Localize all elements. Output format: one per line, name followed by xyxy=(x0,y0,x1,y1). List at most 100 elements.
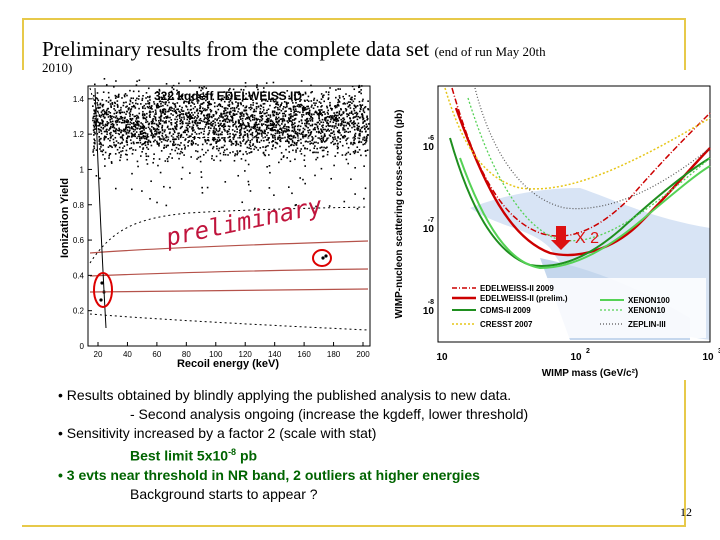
scatter-point xyxy=(302,109,304,112)
scatter-point xyxy=(304,165,306,167)
scatter-point xyxy=(157,164,159,167)
scatter-point xyxy=(116,121,119,123)
scatter-point xyxy=(316,125,319,128)
scatter-point xyxy=(201,192,204,194)
scatter-point xyxy=(102,144,104,147)
scatter-point xyxy=(233,136,235,138)
scatter-point xyxy=(93,112,95,115)
scatter-point xyxy=(98,123,101,126)
scatter-point xyxy=(176,120,178,123)
scatter-point xyxy=(215,112,218,115)
scatter-point xyxy=(249,145,252,148)
scatter-point xyxy=(109,139,111,142)
scatter-point xyxy=(243,138,245,141)
scatter-point xyxy=(354,166,356,169)
scatter-point xyxy=(251,134,254,137)
scatter-point xyxy=(204,139,206,141)
scatter-point xyxy=(244,125,247,127)
scatter-point xyxy=(252,127,255,130)
scatter-point xyxy=(124,93,127,95)
scatter-point xyxy=(135,131,138,133)
scatter-point xyxy=(139,132,142,134)
scatter-point xyxy=(298,120,301,123)
scatter-point xyxy=(219,104,222,106)
scatter-point xyxy=(100,143,103,146)
scatter-point xyxy=(308,129,311,131)
scatter-point xyxy=(161,129,164,132)
frame-line-top xyxy=(22,18,686,20)
scatter-point xyxy=(208,103,210,105)
scatter-point xyxy=(204,139,207,142)
scatter-point xyxy=(299,100,301,102)
scatter-point xyxy=(272,97,274,100)
scatter-point xyxy=(224,181,227,183)
scatter-point xyxy=(174,126,177,129)
scatter-point xyxy=(294,99,297,102)
scatter-point xyxy=(266,109,268,112)
scatter-point xyxy=(199,104,201,107)
scatter-point xyxy=(350,119,352,122)
scatter-point xyxy=(262,109,265,111)
scatter-point xyxy=(210,110,212,113)
scatter-point xyxy=(271,128,273,131)
scatter-point xyxy=(97,99,100,102)
scatter-point xyxy=(195,150,197,152)
scatter-point xyxy=(358,100,361,103)
scatter-point xyxy=(267,120,270,123)
scatter-point xyxy=(327,109,329,112)
scatter-point xyxy=(156,143,159,145)
scatter-point xyxy=(316,156,319,159)
scatter-point xyxy=(234,153,237,155)
scatter-point xyxy=(271,148,273,150)
scatter-point xyxy=(245,105,248,108)
scatter-point xyxy=(263,129,266,132)
scatter-point xyxy=(194,119,197,122)
scatter-point xyxy=(109,134,112,136)
scatter-point xyxy=(116,117,119,120)
scatter-point xyxy=(250,128,252,131)
scatter-point xyxy=(366,115,368,118)
scatter-point xyxy=(144,107,146,110)
scatter-point xyxy=(314,128,316,131)
scatter-point xyxy=(122,147,124,149)
scatter-point xyxy=(95,97,98,99)
scatter-point xyxy=(329,104,331,107)
scatter-point xyxy=(107,146,110,148)
scatter-point xyxy=(190,115,193,117)
scatter-point xyxy=(181,116,183,119)
scatter-point xyxy=(222,126,225,129)
scatter-point xyxy=(160,119,162,122)
scatter-point xyxy=(132,105,135,108)
scatter-point xyxy=(278,93,281,96)
scatter-point xyxy=(128,103,131,105)
scatter-point xyxy=(248,143,251,146)
scatter-point xyxy=(264,130,266,132)
scatter-point xyxy=(152,161,154,164)
scatter-point xyxy=(173,130,176,132)
scatter-point xyxy=(315,102,317,105)
scatter-point xyxy=(160,115,163,117)
scatter-point xyxy=(248,147,250,149)
scatter-point xyxy=(240,113,242,116)
scatter-point xyxy=(359,130,361,133)
scatter-point xyxy=(240,127,243,130)
scatter-point xyxy=(256,138,258,141)
scatter-point xyxy=(314,104,316,107)
scatter-point xyxy=(211,147,214,150)
scatter-point xyxy=(346,122,349,125)
scatter-point xyxy=(240,88,242,91)
scatter-point xyxy=(265,115,268,117)
scatter-point xyxy=(275,126,277,129)
scatter-point xyxy=(114,145,117,148)
scatter-point xyxy=(207,138,209,141)
scatter-point xyxy=(259,119,261,121)
scatter-point xyxy=(134,125,137,128)
scatter-point xyxy=(239,136,241,139)
scatter-point xyxy=(288,118,291,120)
scatter-point xyxy=(336,145,339,148)
scatter-point xyxy=(148,128,151,130)
scatter-point xyxy=(332,117,334,120)
scatter-point xyxy=(210,124,212,127)
scatter-point xyxy=(296,141,298,144)
scatter-point xyxy=(232,121,234,124)
